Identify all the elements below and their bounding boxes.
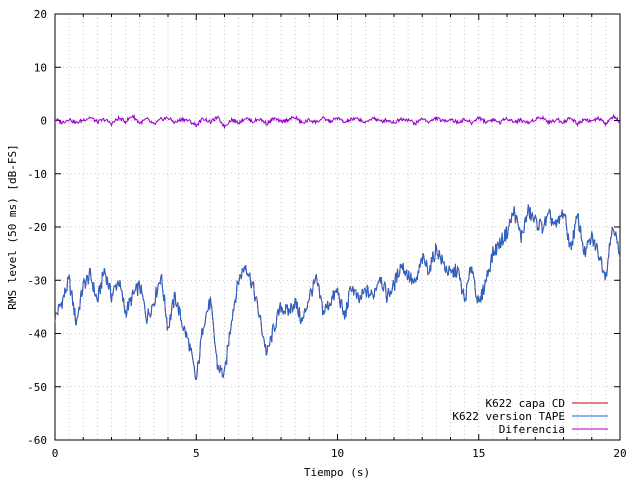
y-tick-label: -30 [27,274,47,287]
x-axis-title: Tiempo (s) [304,466,370,479]
y-tick-label: -50 [27,381,47,394]
legend: K622 capa CD K622 version TAPE Diferenci… [452,397,608,436]
x-tick-label: 15 [472,447,485,460]
y-tick-label: -60 [27,434,47,447]
y-tick-label: 10 [34,61,47,74]
grid-lines [55,14,620,440]
y-tick-label: 20 [34,8,47,21]
y-tick-label: -10 [27,168,47,181]
axis-ticks: -60 -50 -40 -30 -20 -10 0 10 20 0 5 10 15 20 [27,8,627,460]
y-tick-label: -40 [27,328,47,341]
legend-label-tape: K622 version TAPE [452,410,565,423]
legend-label-cd: K622 capa CD [486,397,565,410]
x-tick-label: 5 [193,447,200,460]
y-axis-title: RMS level (50 ms) [dB-FS] [6,144,19,310]
y-tick-label: -20 [27,221,47,234]
series-lines [54,113,621,381]
series-line-diferencia [54,113,621,130]
x-tick-label: 0 [52,447,59,460]
y-tick-label: 0 [40,115,47,128]
x-tick-label: 10 [331,447,344,460]
legend-label-diferencia: Diferencia [499,423,565,436]
x-tick-label: 20 [613,447,626,460]
series-line-tape [54,204,621,381]
